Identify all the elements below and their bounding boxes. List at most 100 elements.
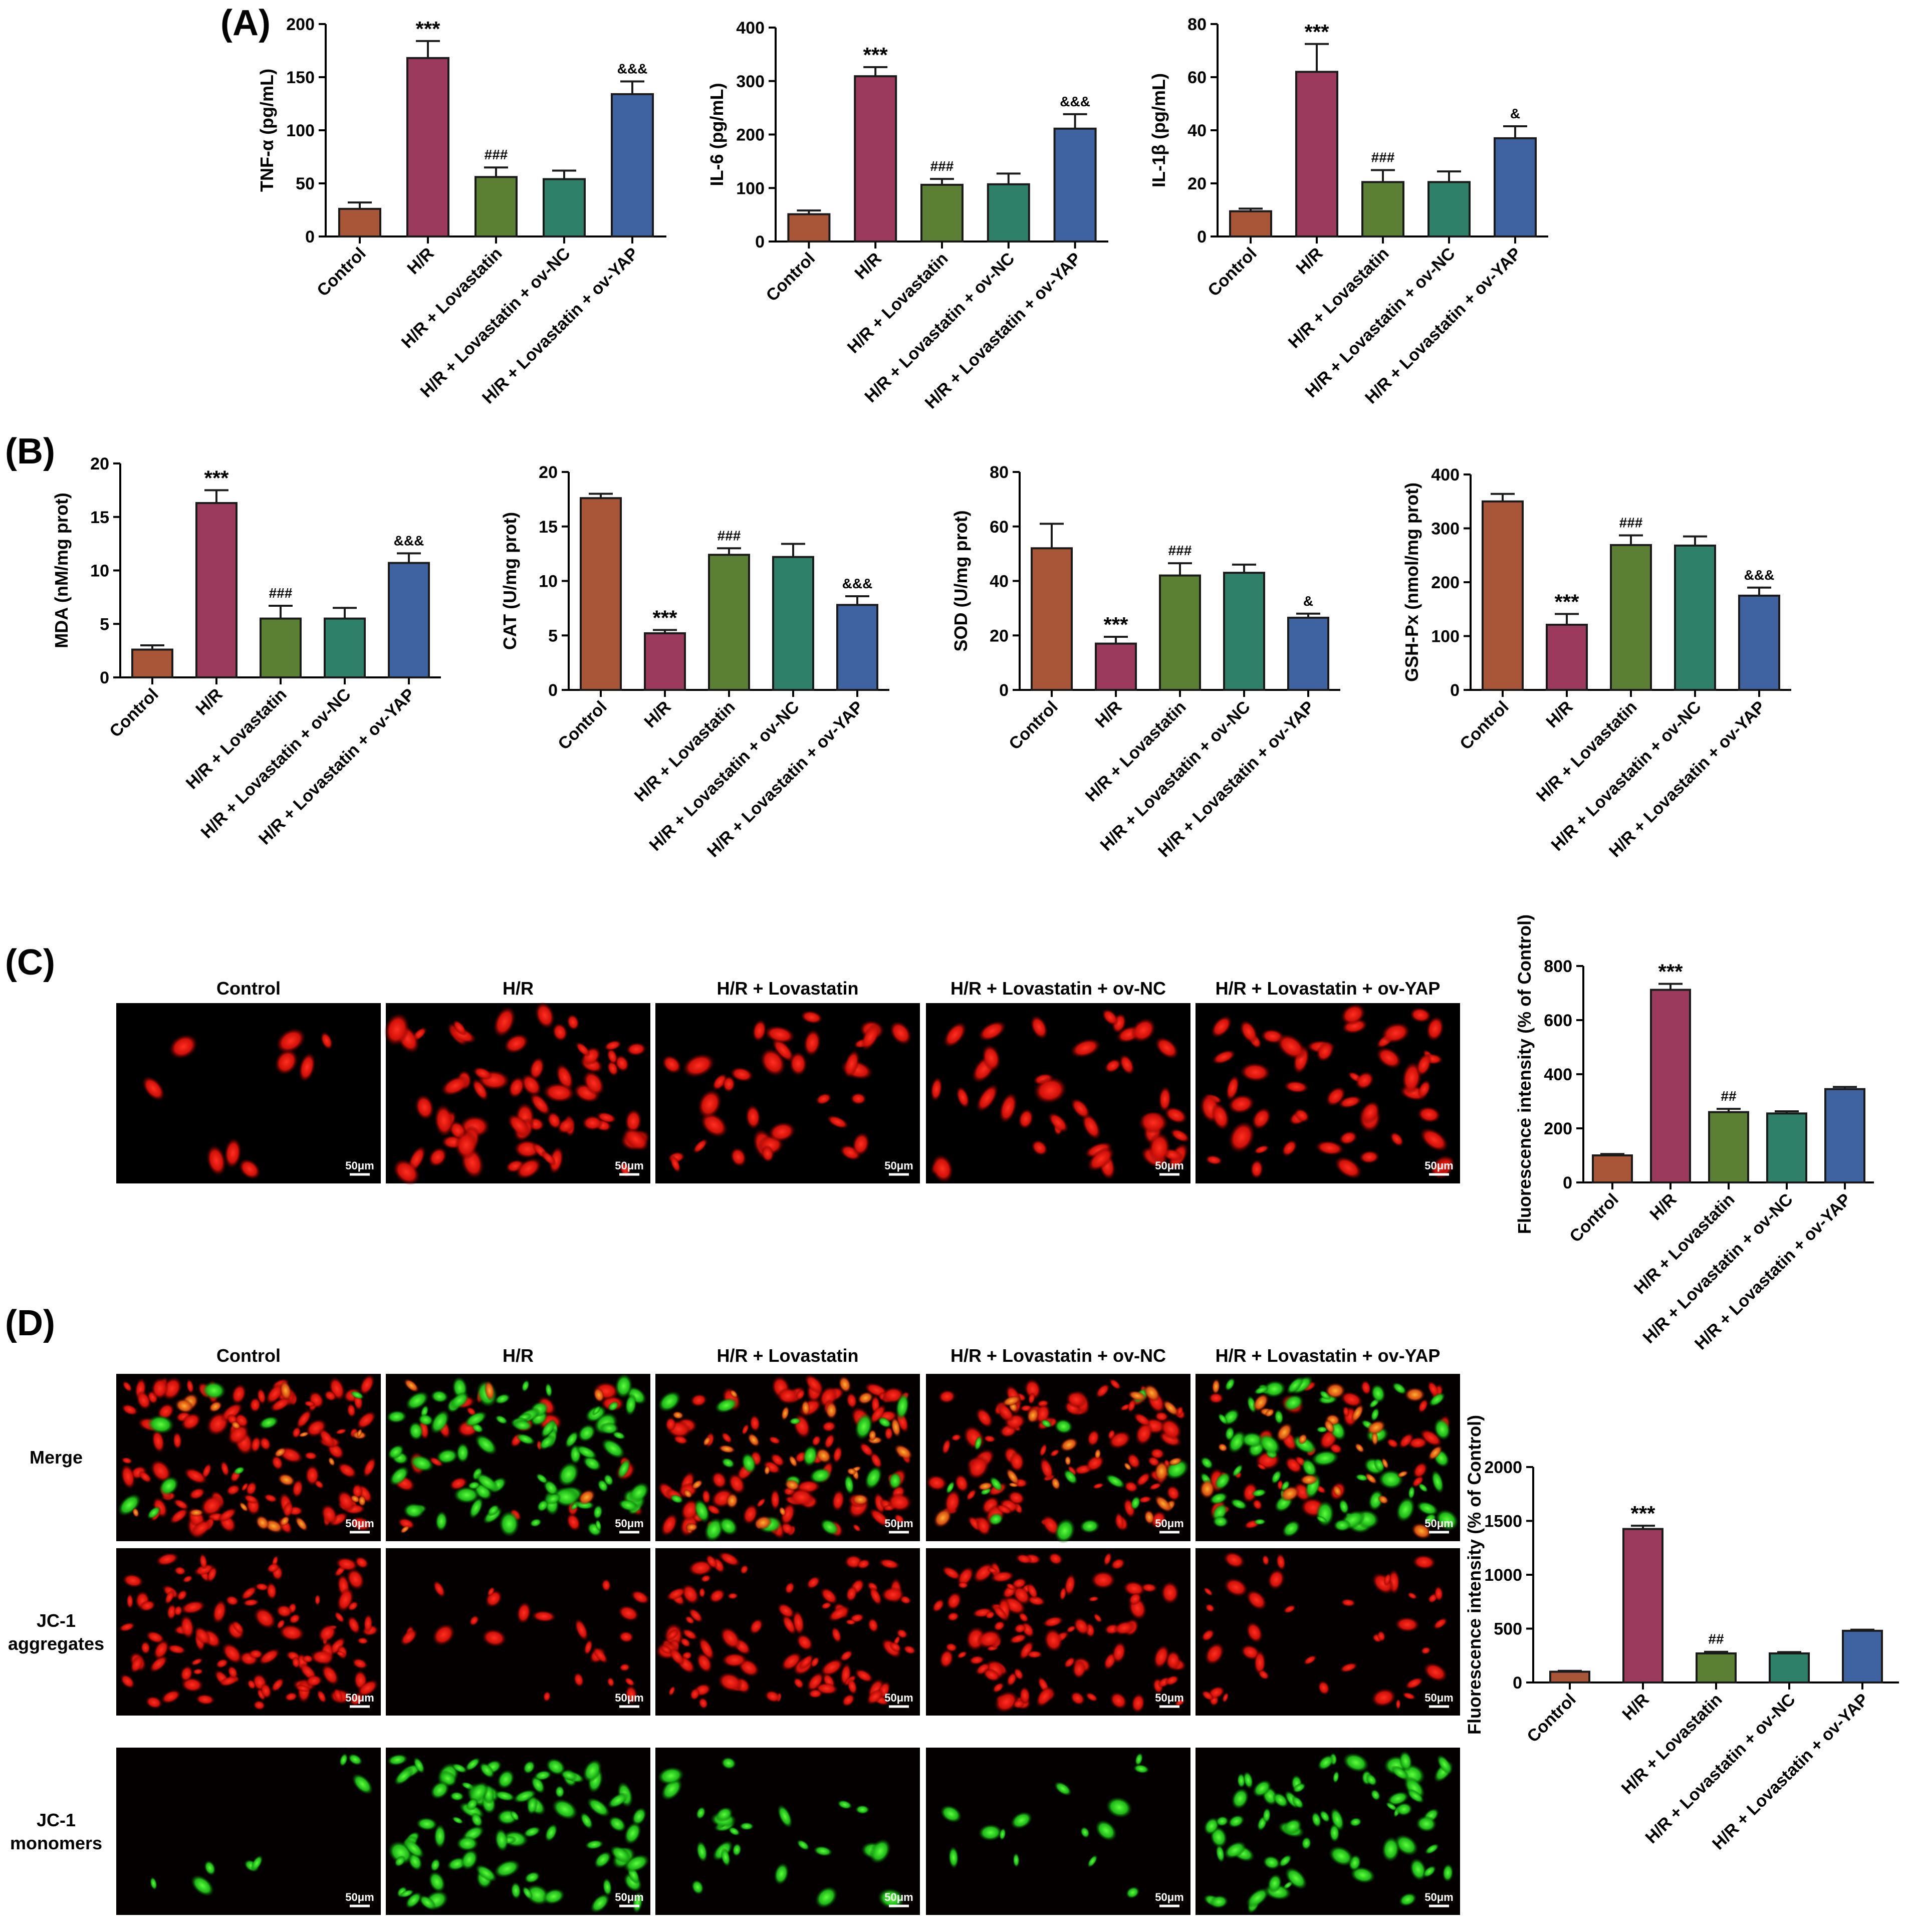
x-tick-label: Control	[1566, 1190, 1622, 1246]
cell-blob	[939, 1649, 954, 1668]
cell-blob	[1246, 1887, 1270, 1908]
cell-blob	[658, 1391, 681, 1412]
cell-blob	[1377, 1630, 1386, 1642]
cell-blob	[335, 1428, 347, 1435]
cell-blob	[350, 1516, 372, 1531]
bar-h-r-lovastatin-ov-yap	[388, 562, 430, 679]
cell-blob	[226, 1484, 241, 1496]
bar-h-r-lovastatin-ov-nc	[772, 556, 814, 691]
bar-h-r-lovastatin	[474, 176, 518, 237]
cell-blob	[1215, 1816, 1229, 1827]
column-title-h-r-lovastatin: H/R + Lovastatin	[717, 978, 858, 999]
cell-blob	[869, 1586, 882, 1606]
cell-blob	[557, 1117, 576, 1134]
cell-blob	[657, 1767, 684, 1785]
cell-blob	[989, 1476, 1003, 1492]
cell-blob	[869, 1838, 891, 1864]
cell-blob	[285, 1692, 298, 1702]
cell-blob	[798, 1654, 814, 1670]
cell-blob	[190, 1874, 214, 1896]
cell-blob	[545, 1493, 561, 1505]
cell-blob	[1299, 1474, 1319, 1486]
bar-h-r-lovastatin-ov-nc	[1766, 1112, 1807, 1184]
cell-blob	[1354, 1442, 1365, 1453]
cell-blob	[541, 1150, 557, 1166]
scale-bar-label: 50μm	[345, 1692, 374, 1704]
cell-blob	[149, 1655, 168, 1673]
cell-blob	[685, 1523, 698, 1532]
cell-blob	[167, 1644, 186, 1654]
cell-blob	[188, 1509, 204, 1517]
cell-blob	[1284, 1080, 1309, 1093]
cell-blob	[1228, 1814, 1245, 1828]
cell-blob	[1409, 1858, 1427, 1881]
cell-blob	[317, 1689, 327, 1704]
bar-h-r-lovastatin	[260, 617, 302, 678]
cell-blob	[792, 1610, 805, 1635]
cell-blob	[1231, 1788, 1249, 1810]
scale-bar-label: 50μm	[345, 1891, 374, 1903]
cell-blob	[666, 1587, 686, 1601]
y-tick-label: 0	[999, 681, 1009, 700]
cell-blob	[813, 1846, 833, 1856]
cell-blob	[992, 1682, 1005, 1693]
cell-blob	[389, 1466, 409, 1486]
cell-blob	[464, 1411, 488, 1427]
cell-blob	[1291, 1796, 1304, 1809]
significance-label: ***	[204, 466, 229, 490]
y-tick-label: 0	[305, 227, 315, 247]
cell-blob	[254, 1607, 276, 1629]
cell-blob	[484, 1380, 495, 1401]
cell-blob	[456, 1442, 469, 1464]
y-tick-label: 1000	[1484, 1566, 1522, 1585]
cell-blob	[854, 1413, 873, 1440]
cell-blob	[705, 1554, 718, 1569]
significance-label: ***	[652, 606, 677, 629]
cell-blob	[730, 1389, 738, 1398]
cell-blob	[565, 1430, 579, 1448]
cell-blob	[809, 1468, 832, 1484]
cell-blob	[1424, 1843, 1440, 1855]
cell-blob	[1368, 1489, 1384, 1511]
significance-label: ##	[1721, 1088, 1737, 1104]
cell-blob	[820, 1519, 839, 1536]
y-tick-label: 100	[1431, 627, 1460, 646]
cell-blob	[1124, 1481, 1138, 1493]
cell-blob	[1381, 1458, 1389, 1469]
cell-blob	[860, 1023, 881, 1051]
cell-blob	[587, 1797, 610, 1817]
cell-blob	[1267, 1569, 1285, 1590]
cell-blob	[1060, 1437, 1079, 1452]
cell-blob	[802, 1444, 818, 1467]
y-axis-label: GSH-Px (nmol/mg prot)	[1401, 482, 1422, 682]
cell-blob	[270, 1397, 292, 1412]
cell-blob	[1361, 1380, 1371, 1395]
bar-control	[338, 207, 381, 238]
cell-blob	[842, 1694, 855, 1707]
cell-blob	[408, 1421, 424, 1441]
y-tick-label: 200	[736, 126, 765, 145]
cell-blob	[698, 1637, 714, 1661]
cell-blob	[1355, 1071, 1374, 1090]
cell-blob	[1141, 1583, 1157, 1593]
cell-blob	[575, 1042, 591, 1057]
cell-blob	[1434, 1586, 1444, 1602]
cell-blob	[666, 1628, 679, 1641]
cell-blob	[1165, 1650, 1181, 1671]
scale-bar-label: 50μm	[1424, 1891, 1454, 1903]
cell-blob	[552, 1023, 568, 1042]
cell-blob	[1298, 1433, 1308, 1445]
cell-blob	[130, 1655, 144, 1673]
cell-blob	[877, 1888, 905, 1909]
cell-blob	[881, 1586, 905, 1603]
cell-blob	[347, 1616, 361, 1634]
cell-blob	[1202, 1690, 1214, 1701]
cell-blob	[670, 1155, 681, 1173]
row-label: monomers	[10, 1833, 102, 1853]
cell-blob	[250, 1436, 262, 1453]
cell-blob	[560, 1770, 578, 1781]
cell-blob	[190, 1658, 203, 1666]
cell-blob	[1417, 1398, 1428, 1413]
cell-blob	[831, 1626, 842, 1643]
cell-blob	[547, 1111, 562, 1129]
